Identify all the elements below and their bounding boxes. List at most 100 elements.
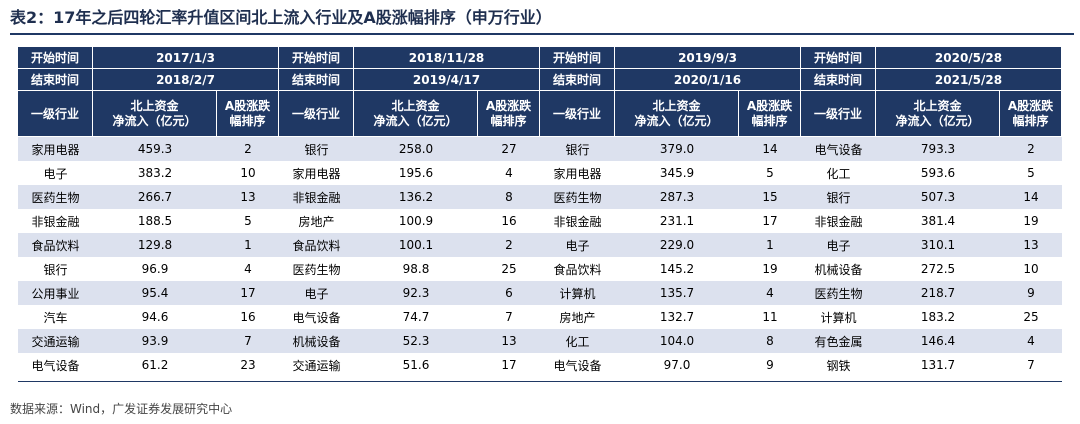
- rank-cell: 13: [1000, 233, 1062, 257]
- rank-cell: 16: [478, 209, 540, 233]
- industry-cell: 化工: [801, 161, 876, 185]
- rank-cell: 11: [739, 305, 801, 329]
- rank-cell: 2: [478, 233, 540, 257]
- inflow-cell: 507.3: [876, 185, 1000, 209]
- rank-cell: 13: [478, 329, 540, 353]
- inflow-cell: 95.4: [93, 281, 217, 305]
- industry-cell: 食品饮料: [540, 257, 615, 281]
- inflow-cell: 51.6: [354, 353, 478, 377]
- industry-cell: 银行: [279, 137, 354, 161]
- col-rank-header: A股涨跌 幅排序: [478, 91, 540, 137]
- end-label: 结束时间: [279, 69, 354, 91]
- inflow-cell: 345.9: [615, 161, 739, 185]
- inflow-cell: 74.7: [354, 305, 478, 329]
- rank-cell: 13: [217, 185, 279, 209]
- data-table: 开始时间 2017/1/3 结束时间 2018/2/7 一级行业 北上资金 净流入（亿元） A…: [18, 47, 1062, 377]
- inflow-cell: 231.1: [615, 209, 739, 233]
- inflow-cell: 104.0: [615, 329, 739, 353]
- industry-cell: 电气设备: [279, 305, 354, 329]
- inflow-cell: 218.7: [876, 281, 1000, 305]
- period-block-3: 开始时间 2019/9/3 结束时间 2020/1/16 一级行业 北上资金 净流入（亿元）…: [540, 47, 802, 377]
- inflow-cell: 98.8: [354, 257, 478, 281]
- inflow-cell: 188.5: [93, 209, 217, 233]
- rank-cell: 19: [739, 257, 801, 281]
- col-rank-header: A股涨跌 幅排序: [739, 91, 801, 137]
- industry-cell: 房地产: [540, 305, 615, 329]
- end-label: 结束时间: [801, 69, 876, 91]
- inflow-cell: 52.3: [354, 329, 478, 353]
- industry-cell: 非银金融: [18, 209, 93, 233]
- start-label: 开始时间: [279, 47, 354, 69]
- rank-cell: 1: [739, 233, 801, 257]
- industry-cell: 医药生物: [540, 185, 615, 209]
- industry-cell: 食品饮料: [18, 233, 93, 257]
- industry-cell: 医药生物: [279, 257, 354, 281]
- start-label: 开始时间: [540, 47, 615, 69]
- inflow-cell: 310.1: [876, 233, 1000, 257]
- table-title: 表2：17年之后四轮汇率升值区间北上流入行业及A股涨幅排序（申万行业）: [10, 8, 552, 27]
- industry-cell: 非银金融: [540, 209, 615, 233]
- start-date: 2020/5/28: [876, 47, 1062, 69]
- rank-cell: 4: [739, 281, 801, 305]
- industry-cell: 家用电器: [279, 161, 354, 185]
- industry-cell: 计算机: [801, 305, 876, 329]
- industry-cell: 钢铁: [801, 353, 876, 377]
- inflow-cell: 129.8: [93, 233, 217, 257]
- rank-cell: 16: [217, 305, 279, 329]
- inflow-cell: 593.6: [876, 161, 1000, 185]
- rank-cell: 19: [1000, 209, 1062, 233]
- start-label: 开始时间: [18, 47, 93, 69]
- end-date: 2018/2/7: [93, 69, 279, 91]
- end-date: 2021/5/28: [876, 69, 1062, 91]
- rank-cell: 10: [217, 161, 279, 185]
- rank-cell: 8: [739, 329, 801, 353]
- end-label: 结束时间: [540, 69, 615, 91]
- industry-cell: 房地产: [279, 209, 354, 233]
- industry-cell: 医药生物: [801, 281, 876, 305]
- industry-cell: 交通运输: [279, 353, 354, 377]
- inflow-cell: 272.5: [876, 257, 1000, 281]
- col-inflow-header: 北上资金 净流入（亿元）: [93, 91, 217, 137]
- col-industry-header: 一级行业: [279, 91, 354, 137]
- industry-cell: 电子: [18, 161, 93, 185]
- industry-cell: 食品饮料: [279, 233, 354, 257]
- inflow-cell: 793.3: [876, 137, 1000, 161]
- rank-cell: 10: [1000, 257, 1062, 281]
- industry-cell: 电子: [279, 281, 354, 305]
- industry-cell: 银行: [540, 137, 615, 161]
- inflow-cell: 459.3: [93, 137, 217, 161]
- rank-cell: 7: [217, 329, 279, 353]
- inflow-cell: 100.9: [354, 209, 478, 233]
- industry-cell: 化工: [540, 329, 615, 353]
- rank-cell: 4: [217, 257, 279, 281]
- period-block-1: 开始时间 2017/1/3 结束时间 2018/2/7 一级行业 北上资金 净流入（亿元） A…: [18, 47, 280, 377]
- end-label: 结束时间: [18, 69, 93, 91]
- inflow-cell: 379.0: [615, 137, 739, 161]
- period-block-4: 开始时间 2020/5/28 结束时间 2021/5/28 一级行业 北上资金 净流入（亿元…: [801, 47, 1062, 377]
- rank-cell: 14: [1000, 185, 1062, 209]
- rank-cell: 6: [478, 281, 540, 305]
- period-block-2: 开始时间 2018/11/28 结束时间 2019/4/17 一级行业 北上资金 净流入（亿…: [279, 47, 541, 377]
- col-industry-header: 一级行业: [540, 91, 615, 137]
- rank-cell: 4: [478, 161, 540, 185]
- start-date: 2019/9/3: [615, 47, 801, 69]
- inflow-cell: 183.2: [876, 305, 1000, 329]
- end-date: 2020/1/16: [615, 69, 801, 91]
- rank-cell: 17: [217, 281, 279, 305]
- col-rank-header: A股涨跌 幅排序: [217, 91, 279, 137]
- industry-cell: 家用电器: [18, 137, 93, 161]
- inflow-cell: 93.9: [93, 329, 217, 353]
- industry-cell: 银行: [801, 185, 876, 209]
- industry-cell: 非银金融: [279, 185, 354, 209]
- rank-cell: 8: [478, 185, 540, 209]
- rank-cell: 25: [478, 257, 540, 281]
- industry-cell: 机械设备: [801, 257, 876, 281]
- rank-cell: 27: [478, 137, 540, 161]
- industry-cell: 机械设备: [279, 329, 354, 353]
- rank-cell: 17: [739, 209, 801, 233]
- end-date: 2019/4/17: [354, 69, 540, 91]
- industry-cell: 汽车: [18, 305, 93, 329]
- inflow-cell: 96.9: [93, 257, 217, 281]
- industry-cell: 非银金融: [801, 209, 876, 233]
- inflow-cell: 146.4: [876, 329, 1000, 353]
